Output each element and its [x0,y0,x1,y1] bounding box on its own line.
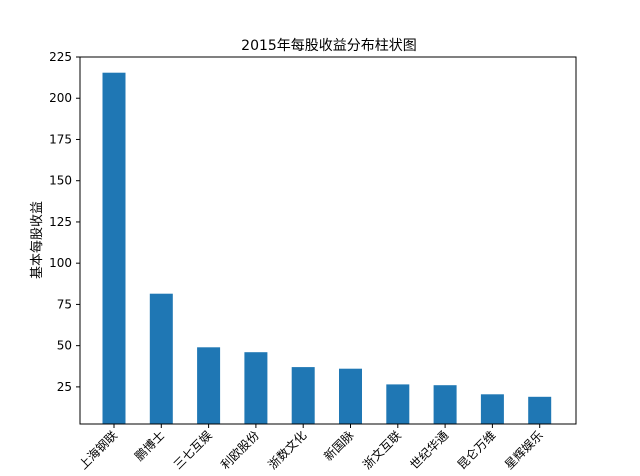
y-tick-label: 100 [49,256,72,270]
x-tick-label: 鹏博士 [131,428,167,464]
y-tick-label: 25 [57,380,72,394]
y-tick-label: 200 [49,91,72,105]
bar [102,72,126,424]
y-tick-label: 175 [49,132,72,146]
x-tick-label: 新国脉 [321,428,357,464]
y-tick-label: 125 [49,215,72,229]
y-axis: 25 50 75 100 125 150 175 200 225 [49,50,80,394]
x-tick-label: 昆仑万维 [455,428,499,472]
x-tick-label: 三七互娱 [171,428,215,472]
bar [480,394,504,424]
chart-title: 2015年每股收益分布柱状图 [241,38,417,54]
x-tick-label: 世纪华通 [407,428,451,472]
bar [528,396,552,424]
bar [149,293,173,424]
y-axis-label: 基本每股收益 [29,201,45,279]
plot-frame [79,56,577,425]
y-tick-label: 50 [57,339,72,353]
bar [433,385,457,424]
bar [339,368,362,424]
bar [291,367,315,424]
bars-group [102,72,552,424]
y-tick-label: 225 [49,50,72,64]
x-axis: 上海钢联 鹏博士 三七互娱 利欧股份 浙数文化 新国脉 浙文互联 世纪华通 昆仑万维 星辉娱乐 [76,424,546,472]
y-tick-label: 150 [49,174,72,188]
x-tick-label: 浙文互联 [359,428,404,473]
bar [244,352,268,424]
bar [386,384,410,424]
x-tick-label: 星辉娱乐 [502,428,546,472]
y-tick-label: 75 [57,297,72,311]
x-tick-label: 上海钢联 [76,428,121,473]
x-tick-label: 浙数文化 [265,428,310,473]
bar [197,347,221,424]
x-tick-label: 利欧股份 [218,428,262,472]
